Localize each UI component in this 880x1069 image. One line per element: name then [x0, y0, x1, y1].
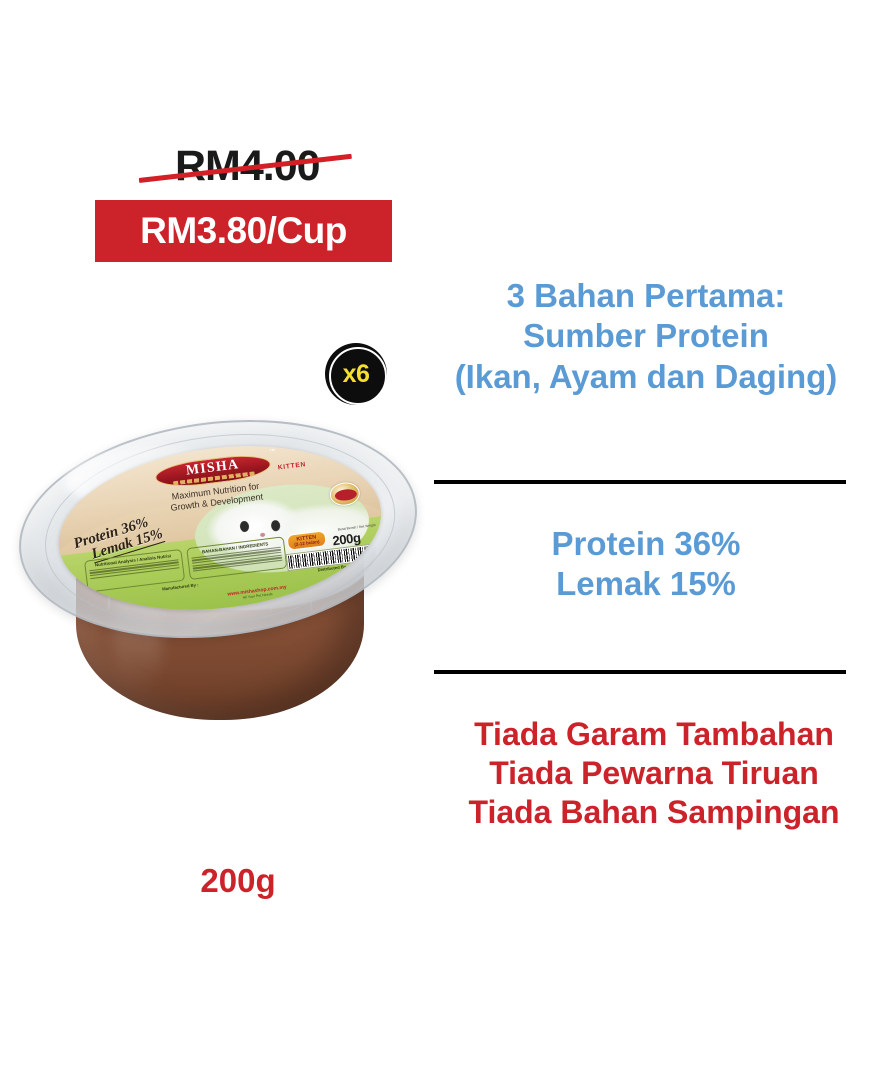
trademark-symbol: ™: [269, 448, 276, 455]
feature-claims-block: Tiada Garam Tambahan Tiada Pewarna Tirua…: [428, 715, 880, 832]
product-net-weight: 200g: [200, 862, 276, 899]
feature-ingredients-block: 3 Bahan Pertama: Sumber Protein (Ikan, A…: [428, 276, 864, 397]
feature-claim-3: Tiada Bahan Sampingan: [468, 794, 840, 831]
feature-claim-1: Tiada Garam Tambahan: [474, 716, 834, 752]
pack-quantity-label: x6: [342, 359, 370, 388]
divider-bottom: [434, 670, 846, 674]
price-block: RM4.00 RM3.80/Cup: [95, 138, 395, 266]
sale-price-banner: RM3.80/Cup: [95, 200, 392, 262]
feature-ingredients-line2: Sumber Protein: [523, 317, 769, 355]
pack-quantity-badge: x6: [325, 343, 387, 405]
divider-top: [434, 480, 846, 484]
feature-ingredients-line3: (Ikan, Ayam dan Daging): [454, 357, 838, 395]
feature-nutrition-block: Protein 36% Lemak 15%: [428, 524, 864, 605]
product-image: MISHA ™ KITTEN Maximum Nutrition for Gro…: [6, 398, 430, 732]
age-pill-line2: (2-12 bulan): [294, 538, 320, 547]
feature-protein: Protein 36%: [551, 525, 741, 562]
feature-claim-2: Tiada Pewarna Tiruan: [489, 755, 819, 792]
feature-ingredients-line1: 3 Bahan Pertama:: [506, 277, 786, 314]
feature-fat: Lemak 15%: [556, 565, 736, 603]
sale-price: RM3.80/Cup: [140, 210, 347, 251]
